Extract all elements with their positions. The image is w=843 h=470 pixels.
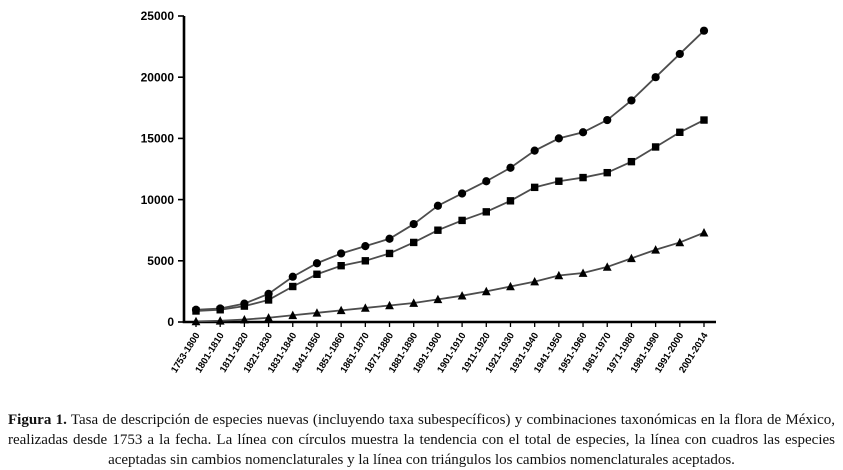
triangle-marker [457, 291, 467, 300]
square-marker [603, 168, 611, 177]
square-marker [651, 143, 660, 151]
square-marker [434, 226, 442, 234]
square-marker [579, 173, 587, 182]
y-tick-label: 25000 [141, 9, 175, 23]
series-triangle [191, 228, 709, 326]
triangle-marker [360, 303, 370, 312]
square-marker [627, 157, 636, 166]
square-marker [506, 197, 515, 205]
y-tick-label: 10000 [141, 193, 175, 207]
circle-marker [554, 134, 563, 143]
triangle-marker [336, 305, 346, 315]
circle-marker [312, 259, 322, 268]
figure-caption-text: Tasa de descripción de especies nuevas (… [8, 412, 835, 468]
triangle-marker [578, 268, 588, 277]
circle-marker [506, 163, 515, 172]
triangle-marker [506, 281, 515, 291]
square-marker [240, 302, 249, 310]
circle-marker [409, 219, 418, 229]
triangle-marker [239, 314, 249, 324]
y-axis: 0 5000 10000 15000 20000 25000 [141, 9, 184, 329]
square-marker [264, 296, 273, 304]
triangle-marker [699, 228, 709, 237]
triangle-marker [481, 286, 491, 296]
triangle-marker [264, 313, 273, 322]
square-marker [385, 249, 394, 258]
triangle-marker [191, 316, 201, 326]
square-marker [676, 128, 684, 136]
figure-caption: Figura 1. Tasa de descripción de especie… [0, 409, 843, 470]
square-marker [700, 116, 708, 124]
figure-caption-label: Figura 1. [8, 412, 67, 428]
line-chart: 0 5000 10000 15000 20000 25000 1753-18001801-1… [141, 9, 716, 375]
y-tick-label: 5000 [147, 254, 174, 268]
chart-container: 0 5000 10000 15000 20000 25000 1753-1800 1801-1… [122, 2, 732, 396]
circle-marker [482, 177, 491, 186]
circle-marker [337, 249, 346, 258]
square-marker [192, 307, 200, 315]
circle-marker [457, 189, 467, 198]
square-marker [313, 270, 321, 278]
x-axis: 1753-18001801-18101811-18201821-18301831… [169, 322, 711, 375]
triangle-marker [409, 298, 419, 307]
circle-marker [385, 234, 394, 243]
circle-marker [651, 73, 660, 82]
circle-marker [361, 242, 370, 251]
circle-marker [603, 115, 612, 125]
square-marker [530, 183, 539, 192]
square-marker [482, 208, 490, 216]
triangle-marker [288, 310, 298, 320]
triangle-marker [215, 316, 225, 325]
circle-marker [433, 201, 443, 210]
triangle-marker [312, 308, 322, 317]
circle-marker [264, 289, 273, 298]
square-marker [361, 257, 370, 265]
triangle-marker [602, 262, 612, 271]
triangle-marker [554, 270, 564, 280]
y-tick-label: 20000 [141, 70, 175, 84]
circle-marker [675, 49, 684, 59]
square-marker [216, 306, 224, 314]
triangle-marker [675, 237, 685, 247]
triangle-marker [385, 300, 394, 310]
square-marker [337, 261, 345, 270]
square-marker [289, 282, 297, 291]
circle-marker [530, 146, 539, 155]
y-tick-label: 15000 [141, 132, 175, 146]
series-circle [191, 26, 709, 314]
circle-marker [699, 26, 709, 35]
square-marker [410, 238, 418, 247]
triangle-marker [433, 294, 443, 304]
square-marker [555, 177, 563, 185]
triangle-marker [627, 253, 636, 263]
series-square [192, 116, 708, 315]
axes [182, 16, 716, 324]
y-tick-label: 0 [167, 315, 174, 329]
circle-marker [578, 128, 588, 137]
square-marker [458, 216, 466, 225]
triangle-marker [651, 245, 661, 254]
page: { "chart_data": { "type": "line", "title… [8, 2, 835, 468]
circle-marker [288, 272, 297, 281]
circle-marker [627, 96, 636, 105]
triangle-marker [530, 277, 540, 286]
